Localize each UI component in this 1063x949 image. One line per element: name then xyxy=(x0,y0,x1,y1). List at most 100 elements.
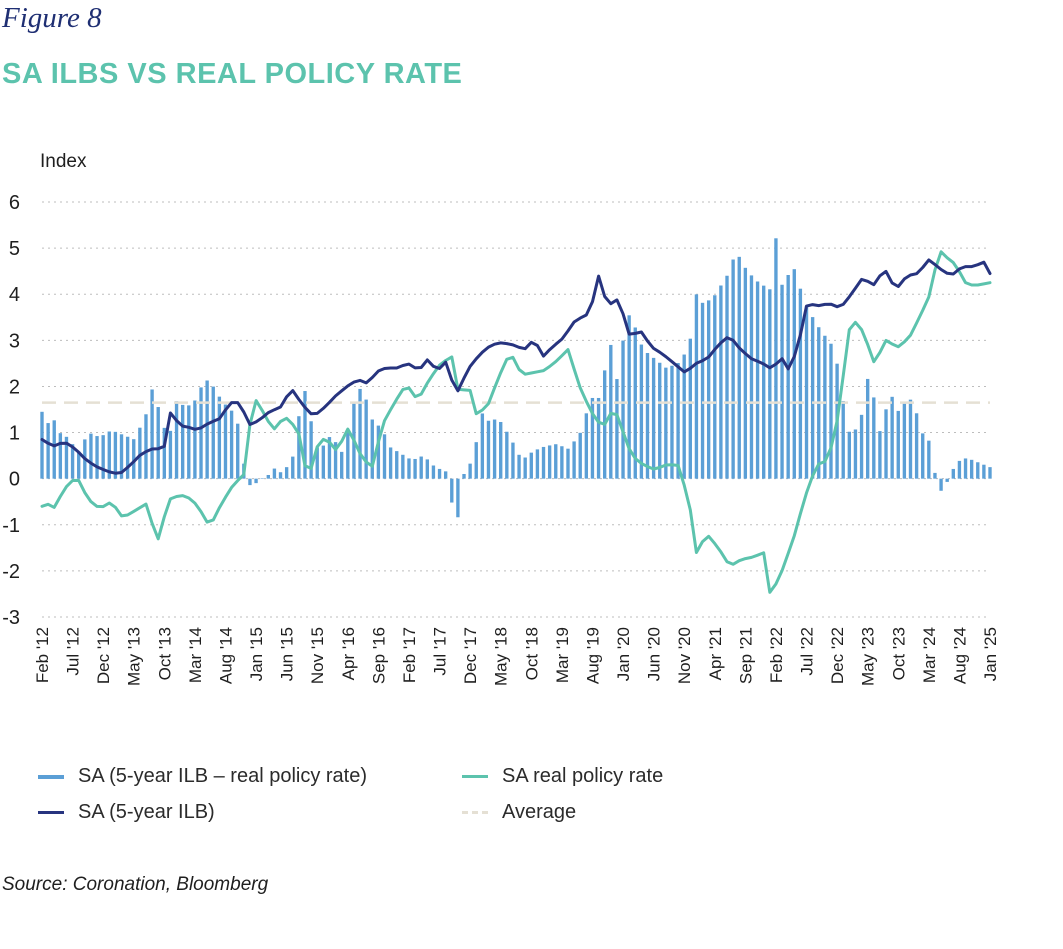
spread-bar xyxy=(443,471,448,479)
spread-bar xyxy=(395,451,399,479)
spread-bar xyxy=(315,447,319,479)
spread-bar xyxy=(639,344,644,479)
x-tick-label: May '23 xyxy=(859,627,878,686)
spread-bar xyxy=(156,407,160,479)
spread-bar xyxy=(902,403,907,479)
spread-bar xyxy=(138,427,142,479)
x-tick-label: May '13 xyxy=(125,627,144,686)
spread-bar xyxy=(890,396,894,479)
legend-swatch-average xyxy=(462,811,488,814)
spread-bar xyxy=(450,478,454,503)
spread-bar xyxy=(596,397,601,479)
y-tick-label: 5 xyxy=(9,238,20,260)
spread-bar xyxy=(297,416,301,479)
spread-bar xyxy=(480,413,485,479)
spread-bar xyxy=(560,446,564,479)
spread-bar xyxy=(847,431,852,479)
spread-bar xyxy=(841,400,845,479)
x-tick-label: Dec '22 xyxy=(828,627,847,684)
spread-bar xyxy=(988,467,992,479)
spread-bar xyxy=(174,401,179,479)
spread-bar xyxy=(425,459,429,479)
legend-swatch-ilb xyxy=(38,811,64,814)
x-tick-label: Nov '15 xyxy=(308,627,327,684)
ilb-5y-line xyxy=(40,258,992,475)
spread-bar xyxy=(621,340,625,479)
legend-item-spread: SA (5-year ILB – real policy rate) xyxy=(38,765,367,788)
legend-label-average: Average xyxy=(502,801,577,823)
x-tick-label: Jul '17 xyxy=(431,627,450,676)
x-tick-label: Dec '12 xyxy=(94,627,113,684)
y-tick-label: 0 xyxy=(9,469,20,491)
spread-bar xyxy=(872,397,876,479)
spread-bar xyxy=(908,399,913,479)
legend-item-policy: SA real policy rate xyxy=(462,765,663,788)
x-tick-label: Apr '21 xyxy=(706,627,725,680)
spread-bar xyxy=(786,275,790,479)
spread-bar xyxy=(743,267,748,479)
spread-bar xyxy=(768,289,772,479)
spread-bar xyxy=(664,367,668,479)
x-tick-label: Aug '19 xyxy=(584,627,603,684)
spread-bar xyxy=(327,437,332,479)
spread-bar xyxy=(615,379,619,479)
spread-bar xyxy=(168,430,173,479)
spread-bar xyxy=(633,327,637,479)
spread-bar xyxy=(737,256,741,479)
spread-bar xyxy=(456,478,460,518)
spread-bar xyxy=(401,454,405,479)
spread-bar xyxy=(755,281,760,479)
spread-bar xyxy=(676,363,680,479)
spread-bar xyxy=(713,295,717,479)
spread-bar xyxy=(939,478,943,491)
spread-bar xyxy=(278,472,283,479)
spread-bar xyxy=(572,441,576,479)
y-tick-label: 2 xyxy=(9,376,20,398)
spread-bar xyxy=(468,463,472,479)
spread-bar xyxy=(535,449,540,479)
chart-title: SA ILBS VS REAL POLICY RATE xyxy=(2,58,463,90)
spread-bar xyxy=(248,478,252,486)
spread-bar xyxy=(187,405,191,479)
spread-bar xyxy=(358,388,362,479)
spread-bar xyxy=(523,457,527,479)
y-tick-label: 3 xyxy=(9,330,20,352)
spread-bar xyxy=(762,285,766,479)
spread-bar xyxy=(731,259,735,479)
spread-bar xyxy=(462,473,466,479)
spread-bar xyxy=(364,399,368,479)
spread-bar xyxy=(933,472,937,479)
spread-bar xyxy=(407,458,411,479)
spread-bar xyxy=(853,429,858,479)
spread-bar xyxy=(388,447,393,479)
x-tick-label: Aug '24 xyxy=(950,627,969,684)
spread-bar xyxy=(431,465,436,479)
legend-label-ilb: SA (5-year ILB) xyxy=(78,801,215,823)
spread-bar xyxy=(529,452,533,479)
y-tick-label: -1 xyxy=(2,515,20,537)
y-tick-label: 1 xyxy=(9,423,20,445)
spread-bar xyxy=(77,451,81,479)
spread-bar xyxy=(236,423,240,479)
spread-bar xyxy=(792,269,796,479)
spread-bar xyxy=(499,421,503,479)
spread-bar xyxy=(486,420,491,479)
spread-bar xyxy=(303,391,307,479)
spread-bar xyxy=(810,317,815,479)
spread-bar xyxy=(125,436,130,479)
spread-bar xyxy=(223,404,228,479)
spread-bar xyxy=(346,430,350,479)
spread-bar xyxy=(547,445,552,479)
x-tick-label: Dec '17 xyxy=(461,627,480,684)
spread-bar xyxy=(205,380,209,479)
spread-bar xyxy=(914,413,919,479)
figure-label: Figure 8 xyxy=(2,2,102,34)
real-policy-rate-line xyxy=(40,250,992,594)
x-tick-labels: Feb '12 Jul '12 Dec '12 May '13 Oct '13 Mar '… xyxy=(33,627,1000,686)
spread-bar xyxy=(517,454,521,479)
spread-bar xyxy=(217,396,222,479)
spread-bar xyxy=(896,410,900,479)
spread-bar xyxy=(180,404,185,479)
spread-bar xyxy=(951,468,955,479)
spread-bar xyxy=(70,444,75,479)
